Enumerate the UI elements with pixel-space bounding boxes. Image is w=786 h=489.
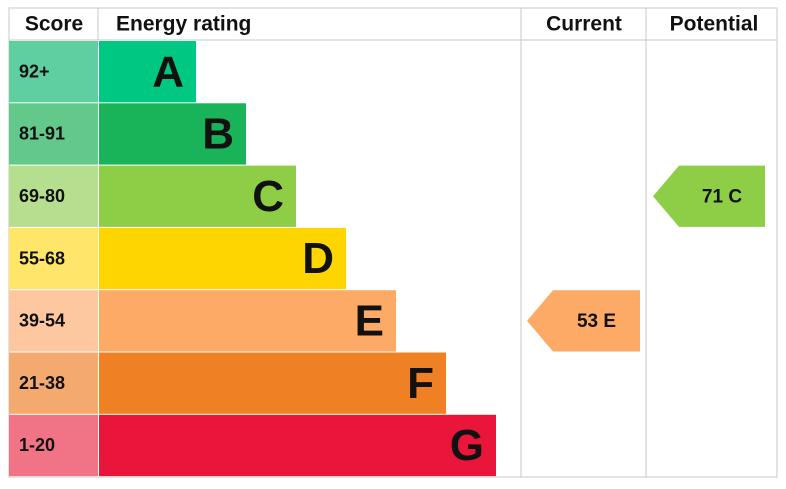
rating-arrow bbox=[527, 290, 640, 352]
score-cell bbox=[9, 352, 98, 414]
rating-arrow bbox=[653, 165, 765, 227]
rating-value: 71 C bbox=[702, 186, 742, 207]
rating-bar bbox=[99, 290, 396, 352]
score-range: 81-91 bbox=[19, 124, 65, 144]
score-range: 92+ bbox=[19, 61, 50, 81]
score-range: 55-68 bbox=[19, 248, 65, 268]
score-range: 21-38 bbox=[19, 373, 65, 393]
score-value: 71 bbox=[702, 186, 724, 207]
rating-letter: E bbox=[355, 296, 384, 345]
score-value: 53 bbox=[577, 311, 598, 332]
header-score: Score bbox=[25, 13, 83, 36]
rating-bar bbox=[99, 414, 496, 477]
rating-bar bbox=[99, 103, 246, 165]
score-range: 1-20 bbox=[19, 435, 55, 455]
score-cell bbox=[9, 227, 98, 290]
score-cell bbox=[9, 290, 98, 352]
rating-letter: D bbox=[302, 234, 334, 283]
score-range: 39-54 bbox=[19, 311, 65, 331]
score-range: 69-80 bbox=[19, 186, 65, 206]
rating-letter: F bbox=[407, 359, 434, 408]
rating-letter: C bbox=[252, 172, 284, 221]
rating-bar bbox=[99, 165, 296, 227]
header-potential: Potential bbox=[670, 13, 759, 36]
rating-letter: E bbox=[603, 311, 616, 332]
header-rating: Energy rating bbox=[116, 13, 251, 36]
rating-value: 53 E bbox=[577, 311, 616, 332]
rating-letter: B bbox=[202, 110, 234, 159]
score-cell bbox=[9, 103, 98, 165]
rating-letter: A bbox=[152, 47, 184, 96]
score-cell bbox=[9, 41, 98, 103]
rating-bar bbox=[99, 41, 196, 103]
score-cell bbox=[9, 414, 98, 477]
rating-bar bbox=[99, 227, 346, 290]
rating-letter: C bbox=[728, 186, 742, 207]
rating-bar bbox=[99, 352, 446, 414]
header-current: Current bbox=[546, 13, 622, 36]
rating-letter: G bbox=[450, 421, 484, 470]
score-cell bbox=[9, 165, 98, 227]
